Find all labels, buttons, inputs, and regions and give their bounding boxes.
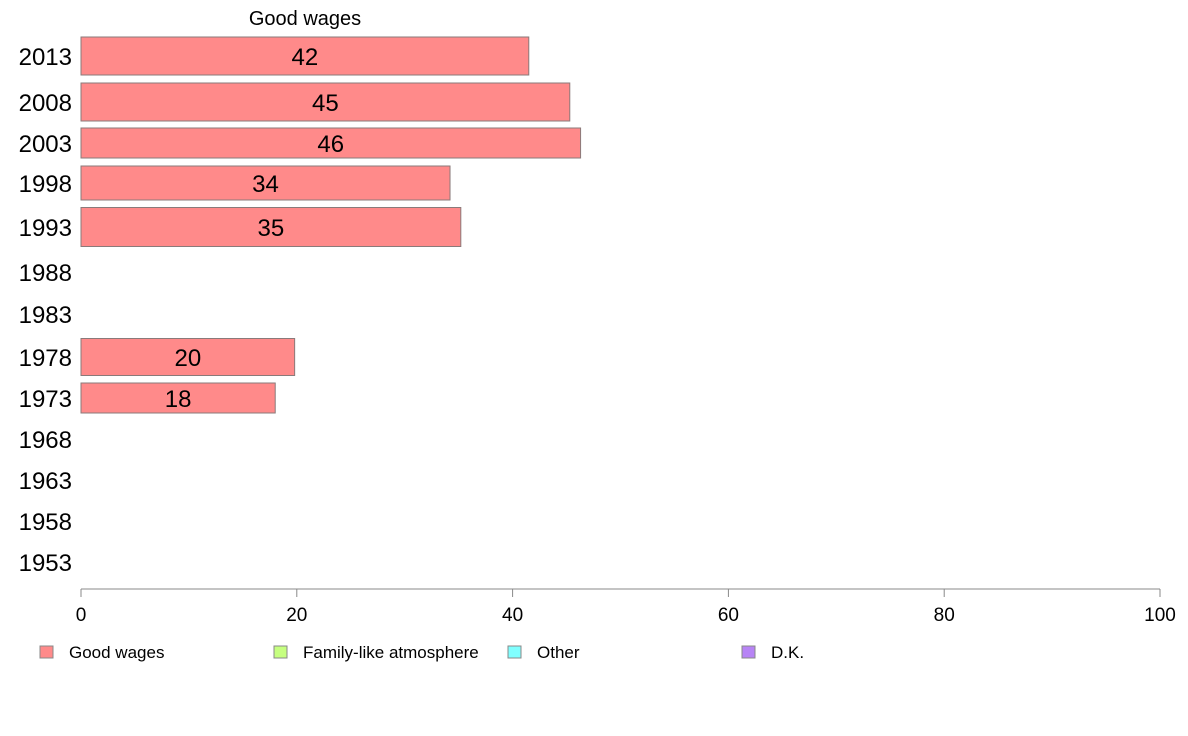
bar-value-label-1978: 20: [174, 345, 201, 372]
bar-2008: [80, 82, 571, 122]
legend-swatch-family-like-atmosphere: [273, 645, 288, 659]
year-label-1988: 1988: [19, 260, 72, 287]
x-tick-label-60: 60: [718, 605, 739, 626]
bar-value-label-1973: 18: [165, 386, 192, 413]
year-label-2008: 2008: [19, 90, 72, 117]
year-label-2003: 2003: [19, 131, 72, 158]
bar-value-label-2003: 46: [317, 131, 344, 158]
legend-label-d-k: D.K.: [771, 643, 804, 662]
bar-1993: [80, 207, 462, 247]
legend-label-good-wages: Good wages: [69, 643, 164, 662]
year-label-1963: 1963: [19, 468, 72, 495]
bar-value-label-1998: 34: [252, 171, 279, 198]
year-label-1968: 1968: [19, 427, 72, 454]
x-tick-label-80: 80: [934, 605, 955, 626]
year-label-1993: 1993: [19, 215, 72, 242]
year-label-1998: 1998: [19, 171, 72, 198]
bar-value-labels: 42 45 46 34 35 20 18: [165, 44, 344, 413]
year-labels: 2013 2008 2003 1998 1993 1988 1983 1978 1973 1968…: [19, 44, 72, 577]
year-label-1958: 1958: [19, 509, 72, 536]
bar-1973: [80, 382, 276, 414]
x-tick-label-0: 0: [76, 605, 87, 626]
bar-2003: [80, 127, 582, 159]
x-tick-label-100: 100: [1144, 605, 1176, 626]
bar-value-label-2013: 42: [292, 44, 319, 71]
bar-1978: [80, 338, 296, 376]
x-tick-label-40: 40: [502, 605, 523, 626]
year-label-2013: 2013: [19, 44, 72, 71]
bar-value-label-2008: 45: [312, 90, 339, 117]
bar-1998: [80, 165, 451, 201]
year-label-1978: 1978: [19, 345, 72, 372]
x-tick-label-20: 20: [286, 605, 307, 626]
chart-title: Good wages: [249, 8, 361, 30]
year-label-1983: 1983: [19, 302, 72, 329]
x-axis: 0 20 40 60 80 100: [76, 588, 1176, 626]
legend-label-other: Other: [537, 643, 580, 662]
bar-2013: [80, 36, 530, 76]
year-label-1953: 1953: [19, 550, 72, 577]
legend: Good wages Family-like atmosphere Other D.K…: [39, 643, 804, 662]
legend-swatch-other: [507, 645, 522, 659]
year-label-1973: 1973: [19, 386, 72, 413]
bars: [80, 36, 582, 414]
bar-value-label-1993: 35: [258, 215, 285, 242]
legend-swatch-d-k: [741, 645, 756, 659]
legend-label-family-like-atmosphere: Family-like atmosphere: [303, 643, 479, 662]
legend-swatch-good-wages: [39, 645, 54, 659]
